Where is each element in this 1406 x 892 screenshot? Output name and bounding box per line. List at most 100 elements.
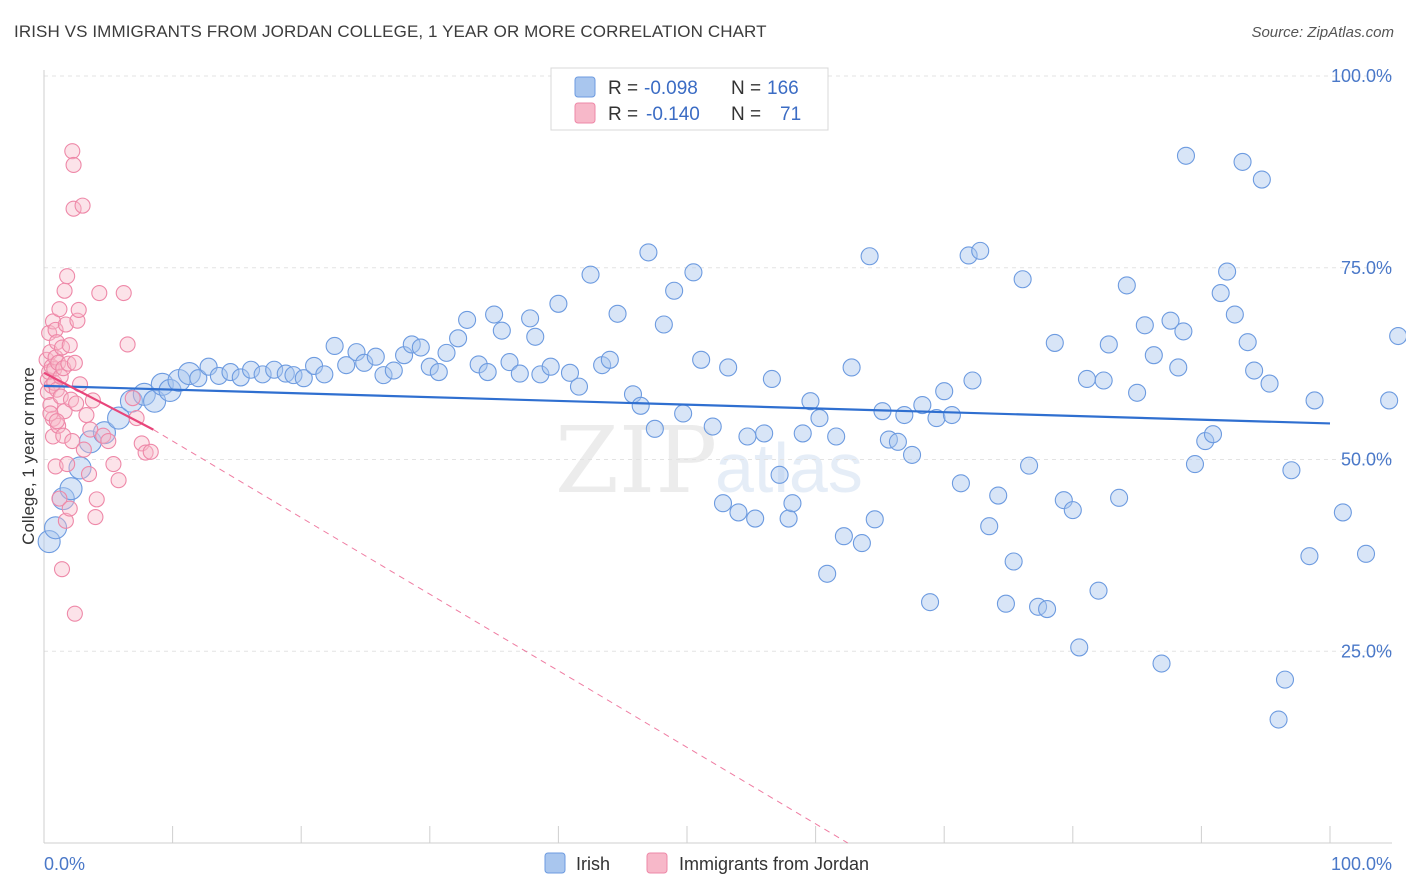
- legend-jordan-n-label: N =: [731, 104, 761, 125]
- bottom-legend-jordan-label: Immigrants from Jordan: [679, 854, 869, 874]
- irish-point: [865, 510, 884, 529]
- irish-point: [935, 382, 954, 401]
- jordan-point: [55, 427, 72, 444]
- jordan-point: [88, 491, 105, 508]
- jordan-point: [119, 336, 136, 353]
- irish-point: [1211, 284, 1230, 303]
- irish-point: [1282, 461, 1301, 480]
- jordan-point: [52, 388, 69, 405]
- jordan-point: [105, 456, 122, 473]
- x-axis-ticks: [43, 826, 1331, 843]
- irish-point: [1144, 346, 1163, 365]
- irish-point: [1038, 600, 1057, 619]
- irish-point: [1275, 670, 1295, 689]
- irish-point: [1077, 369, 1096, 389]
- irish-point: [1260, 374, 1279, 393]
- irish-point: [1161, 311, 1180, 330]
- y-axis-tick-labels: 25.0% 50.0% 75.0% 100.0%: [1331, 66, 1392, 661]
- irish-point: [1356, 544, 1376, 563]
- legend-jordan-n-value: 71: [780, 104, 801, 125]
- jordan-point: [59, 268, 76, 285]
- irish-point: [895, 405, 914, 425]
- irish-point: [1013, 270, 1032, 289]
- irish-point: [738, 427, 757, 446]
- irish-point: [703, 417, 722, 436]
- series-legend: Irish Immigrants from Jordan: [544, 852, 869, 874]
- y-tick-label: 50.0%: [1341, 450, 1392, 470]
- irish-point: [665, 281, 684, 300]
- irish-point: [1110, 488, 1129, 507]
- irish-point: [1045, 333, 1064, 352]
- irish-point: [429, 363, 448, 382]
- irish-point: [608, 304, 627, 323]
- jordan-point: [78, 406, 95, 424]
- irish-point: [510, 364, 529, 383]
- irish-point: [325, 336, 344, 356]
- irish-point: [684, 263, 703, 282]
- jordan-point: [70, 301, 87, 318]
- irish-point: [783, 494, 802, 513]
- irish-point: [492, 321, 511, 340]
- irish-point: [860, 247, 879, 266]
- irish-point: [959, 246, 978, 265]
- irish-point: [1054, 491, 1073, 510]
- irish-point: [560, 363, 580, 382]
- jordan-point: [48, 413, 65, 430]
- irish-point: [177, 362, 201, 386]
- legend-jordan-r-label: R =: [608, 104, 638, 125]
- irish-point: [942, 405, 961, 425]
- jordan-point: [64, 143, 81, 160]
- irish-point: [1238, 333, 1257, 352]
- irish-point: [1333, 503, 1352, 522]
- irish-point: [913, 395, 932, 415]
- irish-point: [265, 360, 284, 379]
- irish-point: [241, 360, 261, 379]
- irish-point: [569, 377, 589, 396]
- irish-point: [719, 358, 738, 377]
- jordan-series: [38, 143, 159, 622]
- irish-point: [478, 363, 497, 382]
- irish-point: [449, 329, 468, 348]
- jordan-point: [115, 285, 132, 302]
- irish-point: [37, 530, 61, 554]
- irish-point: [437, 343, 456, 362]
- irish-point: [996, 594, 1015, 613]
- jordan-point: [100, 433, 117, 450]
- irish-point: [1380, 391, 1399, 410]
- irish-point: [581, 265, 600, 284]
- jordan-point: [61, 337, 78, 354]
- irish-point: [531, 365, 550, 384]
- y-axis-label: College, 1 year or more: [19, 367, 38, 545]
- chart-title: IRISH VS IMMIGRANTS FROM JORDAN COLLEGE,…: [14, 22, 767, 41]
- irish-point: [231, 368, 250, 387]
- irish-point: [1152, 654, 1171, 673]
- jordan-point: [51, 301, 68, 318]
- irish-point: [729, 503, 748, 522]
- irish-point: [1185, 455, 1205, 474]
- irish-point: [209, 366, 228, 385]
- bottom-legend-irish-label: Irish: [576, 854, 610, 874]
- legend-irish-r-label: R =: [608, 78, 638, 99]
- irish-point: [793, 424, 812, 443]
- irish-series: [37, 146, 1406, 729]
- irish-point: [1128, 383, 1147, 402]
- jordan-point: [74, 197, 91, 214]
- irish-point: [963, 371, 982, 390]
- irish-point: [294, 369, 313, 388]
- irish-point: [500, 353, 519, 372]
- jordan-point: [60, 355, 77, 372]
- irish-point: [384, 361, 403, 380]
- jordan-point: [57, 512, 74, 529]
- irish-point: [521, 309, 540, 328]
- irish-point: [779, 509, 798, 528]
- irish-point: [1225, 305, 1244, 324]
- irish-point: [927, 409, 946, 428]
- jordan-point: [124, 390, 141, 407]
- legend-jordan-r-value: -0.140: [646, 104, 700, 125]
- irish-point: [801, 392, 820, 411]
- chart-source: Source: ZipAtlas.com: [1251, 24, 1394, 41]
- irish-point: [600, 350, 619, 369]
- irish-trend-line: [43, 384, 1331, 425]
- irish-point: [692, 350, 711, 369]
